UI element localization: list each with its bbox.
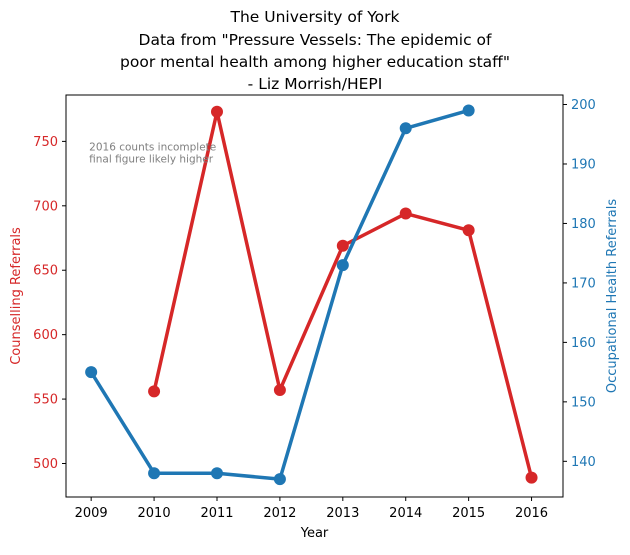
y-left-axis-label: Counselling Referrals xyxy=(9,227,24,365)
x-tick-label: 2015 xyxy=(452,506,485,521)
y-right-tick-label: 190 xyxy=(571,157,596,172)
y-right-tick-label: 170 xyxy=(571,276,596,291)
chart-title-line-1: The University of York xyxy=(230,8,400,26)
data-point-counselling xyxy=(336,239,349,252)
x-axis-ticks: 2009 2010 2011 2012 2013 2014 2015 2016 xyxy=(75,497,548,521)
y-right-axis-label: Occupational Health Referrals xyxy=(605,199,620,393)
annotation-line-2: final figure likely higher xyxy=(89,153,214,165)
y-left-axis-ticks: 500 550 600 650 700 750 xyxy=(33,135,66,472)
x-tick-label: 2014 xyxy=(389,506,422,521)
y-left-tick-label: 600 xyxy=(33,328,58,343)
annotation-line-1: 2016 counts incomplete xyxy=(89,141,216,153)
y-right-tick-label: 200 xyxy=(571,98,596,113)
y-right-tick-label: 180 xyxy=(571,217,596,232)
x-tick-label: 2016 xyxy=(515,506,548,521)
data-point-occupational-health xyxy=(273,473,286,486)
data-point-counselling xyxy=(525,471,538,484)
x-tick-label: 2010 xyxy=(138,506,171,521)
series-layer xyxy=(85,104,538,486)
y-right-axis-ticks: 140 150 160 170 180 190 200 xyxy=(563,98,596,470)
x-tick-label: 2009 xyxy=(75,506,108,521)
chart-title-line-4: - Liz Morrish/HEPI xyxy=(248,75,383,93)
data-point-counselling xyxy=(148,385,161,398)
y-left-tick-label: 650 xyxy=(33,264,58,279)
series-line-occupational-health xyxy=(89,108,471,481)
chart-title-line-2: Data from "Pressure Vessels: The epidemi… xyxy=(139,31,492,49)
chart-title-line-3: poor mental health among higher educatio… xyxy=(120,53,510,71)
data-point-occupational-health xyxy=(399,122,412,135)
y-left-tick-label: 550 xyxy=(33,393,58,408)
x-tick-label: 2011 xyxy=(200,506,233,521)
y-right-tick-label: 160 xyxy=(571,336,596,351)
chart-title: The University of York Data from "Pressu… xyxy=(120,8,510,93)
series-line-counselling xyxy=(152,110,534,480)
data-point-occupational-health xyxy=(148,467,161,480)
plot-area-frame xyxy=(65,94,564,498)
y-left-tick-label: 750 xyxy=(33,135,58,150)
data-point-counselling xyxy=(273,384,286,397)
data-point-counselling xyxy=(462,224,475,237)
y-left-tick-label: 500 xyxy=(33,457,58,472)
data-point-counselling xyxy=(210,105,223,118)
y-left-tick-label: 700 xyxy=(33,199,58,214)
y-right-tick-label: 140 xyxy=(571,455,596,470)
x-axis-label: Year xyxy=(300,526,329,541)
data-point-occupational-health xyxy=(210,467,223,480)
annotation: 2016 counts incomplete final figure like… xyxy=(89,141,216,165)
x-tick-label: 2012 xyxy=(263,506,296,521)
data-point-counselling xyxy=(399,207,412,220)
data-point-occupational-health xyxy=(336,259,349,272)
data-point-occupational-health xyxy=(85,366,98,379)
x-tick-label: 2013 xyxy=(326,506,359,521)
y-right-tick-label: 150 xyxy=(571,395,596,410)
data-point-occupational-health xyxy=(462,104,475,117)
